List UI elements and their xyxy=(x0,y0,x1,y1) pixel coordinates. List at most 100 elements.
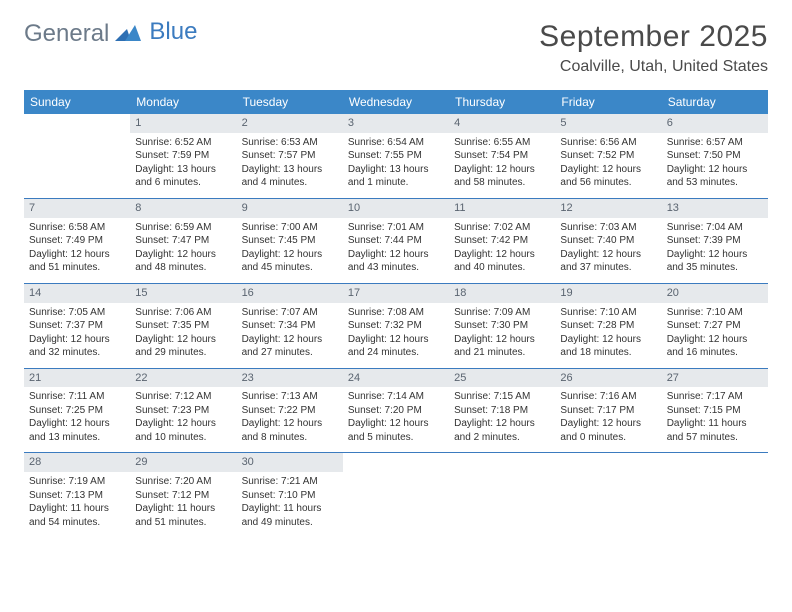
day-cell: 8Sunrise: 6:59 AMSunset: 7:47 PMDaylight… xyxy=(130,199,236,283)
sunset-text: Sunset: 7:20 PM xyxy=(348,404,444,418)
daylight2-text: and 57 minutes. xyxy=(667,431,763,445)
daylight2-text: and 1 minute. xyxy=(348,176,444,190)
daylight1-text: Daylight: 12 hours xyxy=(667,333,763,347)
day-number: 14 xyxy=(24,284,130,303)
sunset-text: Sunset: 7:12 PM xyxy=(135,489,231,503)
sunset-text: Sunset: 7:27 PM xyxy=(667,319,763,333)
weekday-tue: Tuesday xyxy=(237,90,343,114)
sunrise-text: Sunrise: 7:15 AM xyxy=(454,390,550,404)
daylight1-text: Daylight: 12 hours xyxy=(348,333,444,347)
day-cell: 15Sunrise: 7:06 AMSunset: 7:35 PMDayligh… xyxy=(130,284,236,368)
daylight1-text: Daylight: 12 hours xyxy=(560,163,656,177)
sunrise-text: Sunrise: 7:19 AM xyxy=(29,475,125,489)
day-cell: 13Sunrise: 7:04 AMSunset: 7:39 PMDayligh… xyxy=(662,199,768,283)
day-number: 18 xyxy=(449,284,555,303)
daylight2-text: and 2 minutes. xyxy=(454,431,550,445)
sunrise-text: Sunrise: 7:08 AM xyxy=(348,306,444,320)
sunset-text: Sunset: 7:54 PM xyxy=(454,149,550,163)
day-cell: 17 Sunrise: 7:08 AMSunset: 7:32 PMDayligh… xyxy=(343,284,449,368)
daylight2-text: and 49 minutes. xyxy=(242,516,338,530)
calendar-page: General Blue September 2025 Coalville, U… xyxy=(0,0,792,557)
day-number: 26 xyxy=(555,369,661,388)
sunrise-text: Sunrise: 6:52 AM xyxy=(135,136,231,150)
daylight1-text: Daylight: 12 hours xyxy=(560,248,656,262)
day-number: 17 xyxy=(343,284,449,303)
sunset-text: Sunset: 7:10 PM xyxy=(242,489,338,503)
day-cell: 12Sunrise: 7:03 AMSunset: 7:40 PMDayligh… xyxy=(555,199,661,283)
daylight1-text: Daylight: 12 hours xyxy=(29,417,125,431)
day-cell: 16Sunrise: 7:07 AMSunset: 7:34 PMDayligh… xyxy=(237,284,343,368)
day-number: 25 xyxy=(449,369,555,388)
sunrise-text: Sunrise: 7:13 AM xyxy=(242,390,338,404)
sunrise-text: Sunrise: 7:05 AM xyxy=(29,306,125,320)
day-cell: 20Sunrise: 7:10 AMSunset: 7:27 PMDayligh… xyxy=(662,284,768,368)
daylight2-text: and 40 minutes. xyxy=(454,261,550,275)
weekday-wed: Wednesday xyxy=(343,90,449,114)
daylight2-text: and 54 minutes. xyxy=(29,516,125,530)
daylight1-text: Daylight: 12 hours xyxy=(242,333,338,347)
daylight2-text: and 16 minutes. xyxy=(667,346,763,360)
sunrise-text: Sunrise: 6:56 AM xyxy=(560,136,656,150)
day-cell: 22Sunrise: 7:12 AMSunset: 7:23 PMDayligh… xyxy=(130,369,236,453)
daylight1-text: Daylight: 12 hours xyxy=(29,248,125,262)
day-number: 16 xyxy=(237,284,343,303)
sunset-text: Sunset: 7:32 PM xyxy=(348,319,444,333)
sunset-text: Sunset: 7:23 PM xyxy=(135,404,231,418)
daylight2-text: and 18 minutes. xyxy=(560,346,656,360)
sunrise-text: Sunrise: 7:10 AM xyxy=(667,306,763,320)
day-cell xyxy=(555,453,661,537)
header: General Blue September 2025 Coalville, U… xyxy=(24,20,768,76)
day-number: 22 xyxy=(130,369,236,388)
daylight2-text: and 13 minutes. xyxy=(29,431,125,445)
week-row: 21Sunrise: 7:11 AMSunset: 7:25 PMDayligh… xyxy=(24,369,768,454)
sunrise-text: Sunrise: 7:02 AM xyxy=(454,221,550,235)
sunset-text: Sunset: 7:59 PM xyxy=(135,149,231,163)
daylight2-text: and 45 minutes. xyxy=(242,261,338,275)
sunrise-text: Sunrise: 6:55 AM xyxy=(454,136,550,150)
daylight1-text: Daylight: 12 hours xyxy=(454,333,550,347)
sunrise-text: Sunrise: 7:07 AM xyxy=(242,306,338,320)
sunrise-text: Sunrise: 7:16 AM xyxy=(560,390,656,404)
daylight1-text: Daylight: 13 hours xyxy=(348,163,444,177)
day-number: 4 xyxy=(449,114,555,133)
brand-word-1: General xyxy=(24,20,109,48)
daylight1-text: Daylight: 12 hours xyxy=(242,248,338,262)
daylight2-text: and 0 minutes. xyxy=(560,431,656,445)
day-number: 24 xyxy=(343,369,449,388)
day-cell xyxy=(449,453,555,537)
day-number: 13 xyxy=(662,199,768,218)
weekday-header: Sunday Monday Tuesday Wednesday Thursday… xyxy=(24,90,768,114)
sunrise-text: Sunrise: 7:20 AM xyxy=(135,475,231,489)
sunrise-text: Sunrise: 6:53 AM xyxy=(242,136,338,150)
sunset-text: Sunset: 7:47 PM xyxy=(135,234,231,248)
day-cell: 6Sunrise: 6:57 AMSunset: 7:50 PMDaylight… xyxy=(662,114,768,198)
daylight2-text: and 58 minutes. xyxy=(454,176,550,190)
sunset-text: Sunset: 7:37 PM xyxy=(29,319,125,333)
sunrise-text: Sunrise: 7:21 AM xyxy=(242,475,338,489)
day-number: 1 xyxy=(130,114,236,133)
week-row: 14 Sunrise: 7:05 AMSunset: 7:37 PM Dayligh… xyxy=(24,284,768,369)
sunrise-text: Sunrise: 6:57 AM xyxy=(667,136,763,150)
sunset-text: Sunset: 7:55 PM xyxy=(348,149,444,163)
day-cell: 5Sunrise: 6:56 AMSunset: 7:52 PMDaylight… xyxy=(555,114,661,198)
daylight1-text: Daylight: 12 hours xyxy=(348,417,444,431)
day-number: 29 xyxy=(130,453,236,472)
daylight2-text: and 35 minutes. xyxy=(667,261,763,275)
day-number: 2 xyxy=(237,114,343,133)
sunset-text: Sunset: 7:40 PM xyxy=(560,234,656,248)
daylight2-text: and 29 minutes. xyxy=(135,346,231,360)
daylight2-text: and 37 minutes. xyxy=(560,261,656,275)
day-cell: 29Sunrise: 7:20 AMSunset: 7:12 PMDayligh… xyxy=(130,453,236,537)
daylight2-text: and 27 minutes. xyxy=(242,346,338,360)
day-cell: 7Sunrise: 6:58 AMSunset: 7:49 PMDaylight… xyxy=(24,199,130,283)
sunrise-text: Sunrise: 7:17 AM xyxy=(667,390,763,404)
daylight1-text: Daylight: 12 hours xyxy=(667,248,763,262)
day-number: 12 xyxy=(555,199,661,218)
day-cell: 24Sunrise: 7:14 AMSunset: 7:20 PMDayligh… xyxy=(343,369,449,453)
sunset-text: Sunset: 7:30 PM xyxy=(454,319,550,333)
day-cell: 9Sunrise: 7:00 AMSunset: 7:45 PMDaylight… xyxy=(237,199,343,283)
sunrise-text: Sunrise: 7:00 AM xyxy=(242,221,338,235)
weekday-mon: Monday xyxy=(130,90,236,114)
daylight2-text: and 48 minutes. xyxy=(135,261,231,275)
day-cell: 10Sunrise: 7:01 AMSunset: 7:44 PMDayligh… xyxy=(343,199,449,283)
